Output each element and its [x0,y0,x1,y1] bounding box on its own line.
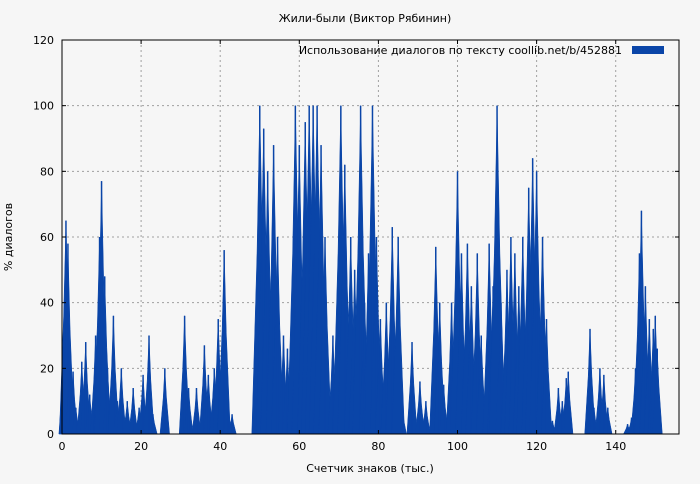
x-tick-label: 80 [371,440,385,453]
y-tick-label: 60 [40,231,54,244]
y-tick-label: 0 [47,428,54,441]
y-tick-label: 40 [40,297,54,310]
x-tick-label: 20 [134,440,148,453]
legend-label: Использование диалогов по тексту coollib… [299,44,622,57]
x-tick-label: 140 [605,440,626,453]
legend: Использование диалогов по тексту coollib… [299,44,664,57]
y-axis-label: % диалогов [2,203,15,271]
x-tick-label: 40 [213,440,227,453]
x-tick-label: 0 [59,440,66,453]
chart-title: Жили-были (Виктор Рябинин) [279,12,452,25]
x-tick-label: 120 [526,440,547,453]
ticks-layer: 0 20 40 60 80 100 120 0 20 40 60 80 100 120 140 [33,34,679,453]
bars-layer [58,105,663,435]
y-tick-label: 20 [40,362,54,375]
x-tick-label: 60 [292,440,306,453]
y-tick-label: 100 [33,100,54,113]
y-tick-label: 120 [33,34,54,47]
x-axis-label: Счетчик знаков (тыс.) [306,462,434,475]
y-tick-label: 80 [40,165,54,178]
x-tick-label: 100 [447,440,468,453]
legend-swatch [632,46,664,54]
